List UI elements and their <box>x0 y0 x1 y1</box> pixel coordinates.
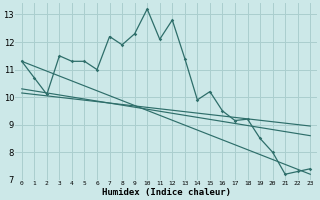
X-axis label: Humidex (Indice chaleur): Humidex (Indice chaleur) <box>101 188 230 197</box>
